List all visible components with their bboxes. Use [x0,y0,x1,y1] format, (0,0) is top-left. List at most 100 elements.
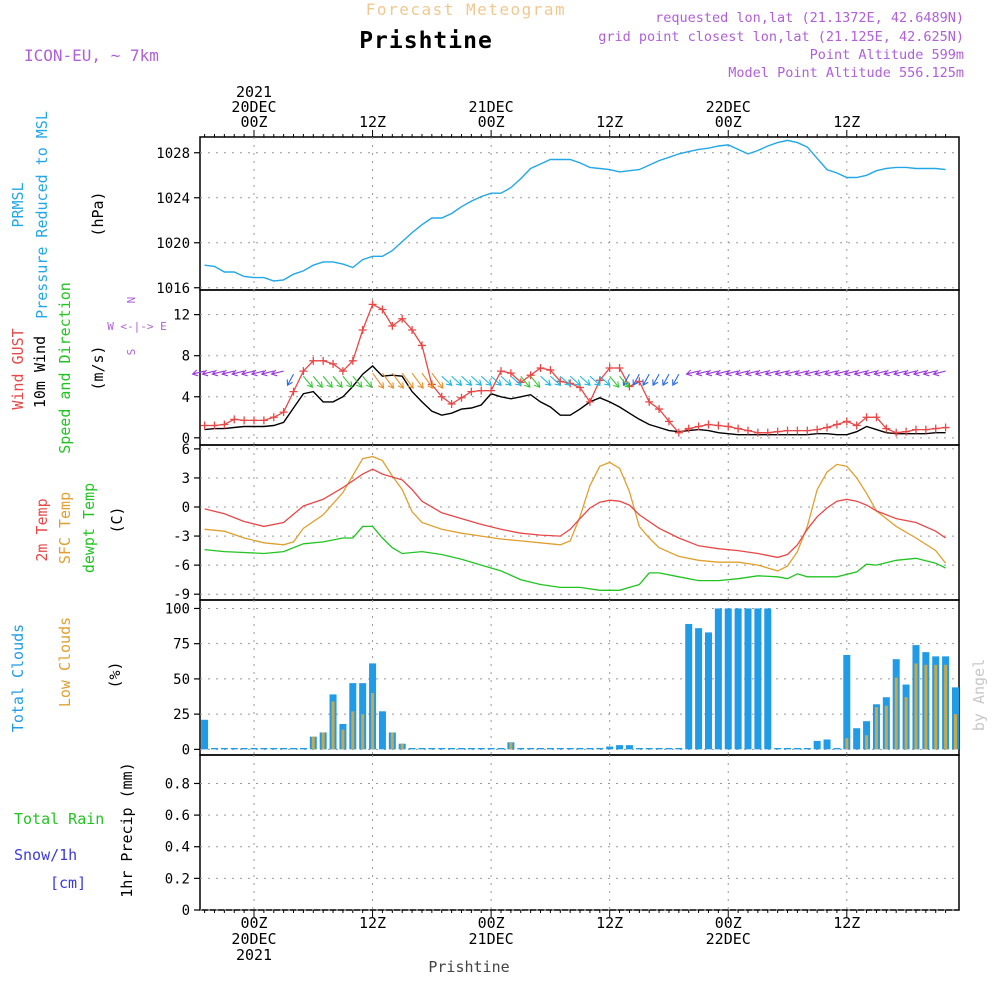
y-tick-label: 50 [173,672,190,688]
gust-marker [921,425,930,434]
y-tick-label: 1016 [156,281,190,297]
wind-arrow [672,373,680,387]
bottom-time-label: 00Z [478,914,505,932]
pressure-line [204,139,946,282]
gust-marker [753,428,762,437]
gust-marker [714,421,723,430]
y-tick-label: 1024 [156,191,190,207]
total-cloud-bar [497,747,505,750]
gust-marker [259,416,268,425]
y-tick-label: 0 [182,742,190,758]
wind-arrow [540,375,552,386]
wind-arrow [490,375,502,386]
pressure-label-1: PRMSL [9,182,27,227]
total-cloud-bar [556,747,564,750]
total-cloud-bar [487,747,495,750]
bottom-time-label: 22DEC [706,930,751,948]
y-tick-label: 0.2 [165,871,190,887]
wind-arrow [550,375,562,386]
low-cloud-bar [390,732,394,750]
y-tick-label: 75 [173,637,190,653]
low-cloud-bar [934,664,938,750]
gridpoint-coords: grid point closest lon,lat (21.125E, 42.… [598,29,964,45]
wind-arrow [191,369,205,377]
compass-s: S [125,349,138,356]
total-cloud-bar [240,747,248,750]
sfc-temp-line [204,455,947,572]
wind-arrow [744,369,759,377]
low-cloud-bar [371,693,375,750]
top-time-label: 00Z [715,113,742,131]
gust-marker [823,423,832,432]
low-cloud-bar [904,697,908,750]
gust-marker [299,367,308,376]
total-cloud-bar [438,747,446,750]
gust-marker [931,424,940,433]
total-cloud-bar [201,719,209,750]
total-cloud-bar [625,745,633,750]
low-cloud-bar [351,711,355,750]
wind-panel-labels: Wind GUST 10m Wind Speed and Direction (… [9,282,167,454]
temp-panel-labels: 2m Temp SFC Temp dewpt Temp (C) [33,483,126,573]
gust-marker [200,421,209,430]
gust-marker [388,321,397,330]
total-cloud-bar [457,747,465,750]
y-tick-label: 0 [182,500,190,516]
rain-label: Total Rain [14,810,104,828]
cloud-unit: (%) [106,661,124,688]
y-tick-label: 4 [182,390,190,406]
wind-arrow [260,369,274,377]
wind-arrow [362,375,373,389]
top-time-label: 00Z [240,113,267,131]
wind-arrow [352,375,363,389]
total-cloud-bar [803,747,811,750]
pressure-unit: (hPa) [89,191,107,236]
wind-arrow [569,375,581,386]
gust-marker [892,428,901,437]
gust-marker [329,359,338,368]
gust-marker [862,413,871,422]
gust-marker [230,415,239,424]
gust-marker [783,426,792,435]
total-cloud-bar [833,747,841,750]
wind-arrow [853,369,867,377]
wind-arrow [922,369,936,377]
wind-arrow [211,369,225,377]
total-cloud-bar [655,747,663,750]
gust-marker [417,341,426,350]
total-cloud-bar [546,747,554,750]
gust-marker [813,425,822,434]
y-tick-label: -6 [173,558,190,574]
y-tick-label: 8 [182,349,190,365]
gust-marker [734,424,743,433]
y-tick-label: 0 [182,431,190,447]
total-cloud-bar [527,747,535,750]
total-cloud-bar [230,747,238,750]
total-cloud-bar [428,747,436,750]
t2m-line [204,468,946,559]
wind-arrow [510,375,522,386]
y-tick-label: 1020 [156,236,190,252]
total-cloud-bar [823,739,831,750]
low-cloud-bar [924,664,928,750]
bottom-time-label: 20DEC [231,930,276,948]
gust-marker [487,386,496,395]
y-tick-label: 1028 [156,146,190,162]
y-tick-label: 100 [165,601,190,617]
wind-arrow [302,375,314,389]
wind-arrow [322,375,333,389]
wind-arrow [695,369,709,377]
grid-layer [200,137,959,911]
y-tick-label: -9 [173,587,190,603]
wind-arrow [833,369,847,377]
total-cloud-bar [418,747,426,750]
low-cloud-bar [361,714,365,750]
gust-marker [378,305,387,314]
gust-marker [635,377,644,386]
wind-arrow [250,369,265,377]
low-cloud-bar [341,729,345,750]
y-tick-label: 25 [173,707,190,723]
total-cloud-bar [843,654,851,750]
t2m-label: 2m Temp [33,498,51,561]
